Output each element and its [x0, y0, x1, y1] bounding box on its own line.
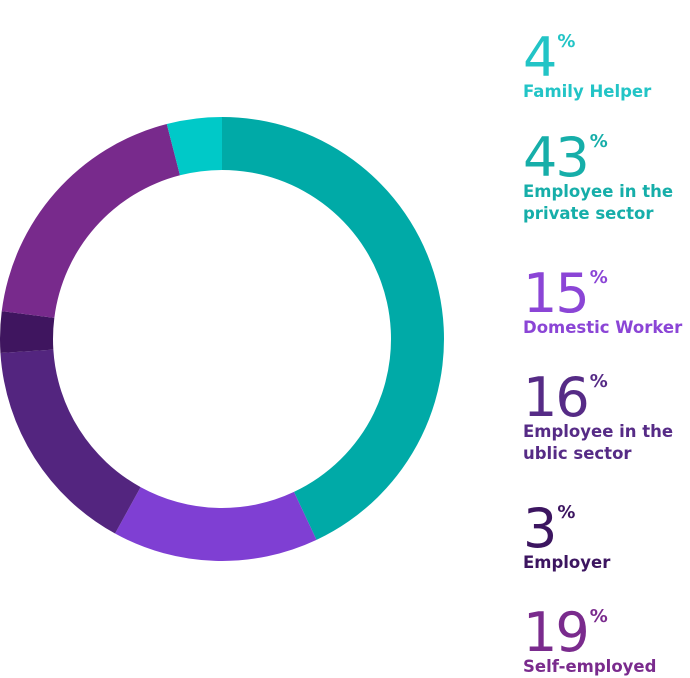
legend-label: Employee in the ublic sector	[523, 422, 674, 463]
slice-family-helper	[166, 117, 222, 176]
percent-value: 19	[523, 601, 590, 664]
legend-item-domestic-worker: 15% Domestic Worker	[523, 267, 690, 339]
percent-sign: %	[589, 371, 608, 392]
legend-label: Employer	[523, 553, 611, 572]
legend-item-employee-private-sector: 43% Employee in the private sector	[523, 131, 690, 225]
slice-employer	[0, 311, 55, 353]
legend-item-family-helper: 4% Family Helper	[523, 31, 690, 103]
percent-value: 43	[523, 126, 590, 189]
percent-sign: %	[557, 502, 576, 523]
slice-employee-in-the-private-sector	[222, 117, 444, 540]
legend-item-self-employed: 19% Self-employed	[523, 606, 690, 678]
slice-self-employed	[1, 123, 180, 318]
percent-sign: %	[589, 267, 608, 288]
percent-value: 4	[523, 26, 557, 89]
percent-value: 16	[523, 366, 590, 429]
legend-label: Family Helper	[523, 82, 652, 101]
legend-item-employee-public-sector: 16% Employee in the ublic sector	[523, 371, 690, 465]
percent-sign: %	[589, 606, 608, 627]
legend-label: Self-employed	[523, 657, 657, 676]
slice-domestic-worker	[115, 487, 317, 561]
percent-value: 3	[523, 497, 557, 560]
legend-item-employer: 3% Employer	[523, 502, 690, 574]
slice-employee-in-the-ublic-sector	[0, 349, 141, 534]
legend-label: Employee in the private sector	[523, 182, 674, 223]
donut-chart	[0, 117, 444, 561]
percent-sign: %	[557, 31, 576, 52]
percent-value: 15	[523, 262, 590, 325]
percent-sign: %	[589, 131, 608, 152]
legend-label: Domestic Worker	[523, 318, 683, 337]
